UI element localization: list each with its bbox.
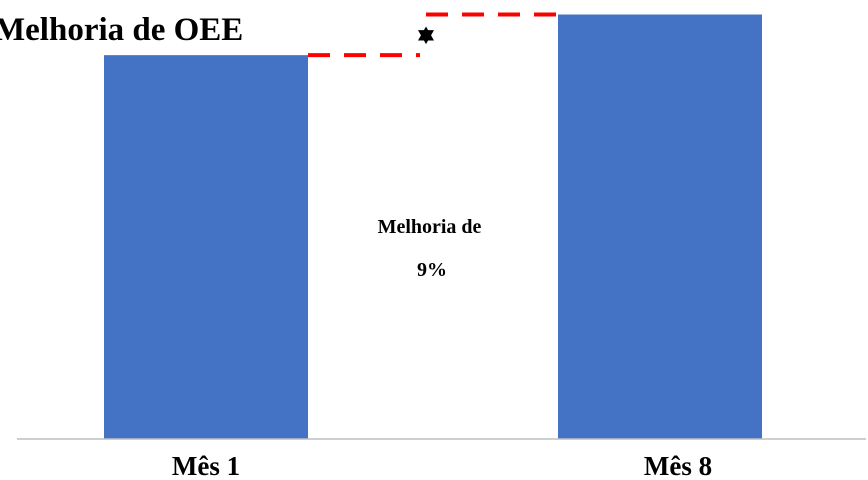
annotation-line-1: Melhoria de (378, 216, 482, 238)
arrow-head-down-icon (418, 30, 434, 45)
bar-1 (104, 55, 308, 439)
tick-labels: Mês 1 Mês 8 (172, 451, 712, 480)
bar-2 (558, 14, 762, 440)
improvement-annotation: Melhoria de 9% (378, 216, 487, 281)
improvement-connector (308, 12, 558, 58)
annotation-line-2: 9% (417, 259, 447, 281)
tick-label-1: Mês 1 (172, 451, 240, 480)
chart-title: Melhoria de OEE (0, 12, 243, 48)
tick-label-2: Mês 8 (644, 451, 712, 480)
bars-layer (104, 14, 762, 440)
